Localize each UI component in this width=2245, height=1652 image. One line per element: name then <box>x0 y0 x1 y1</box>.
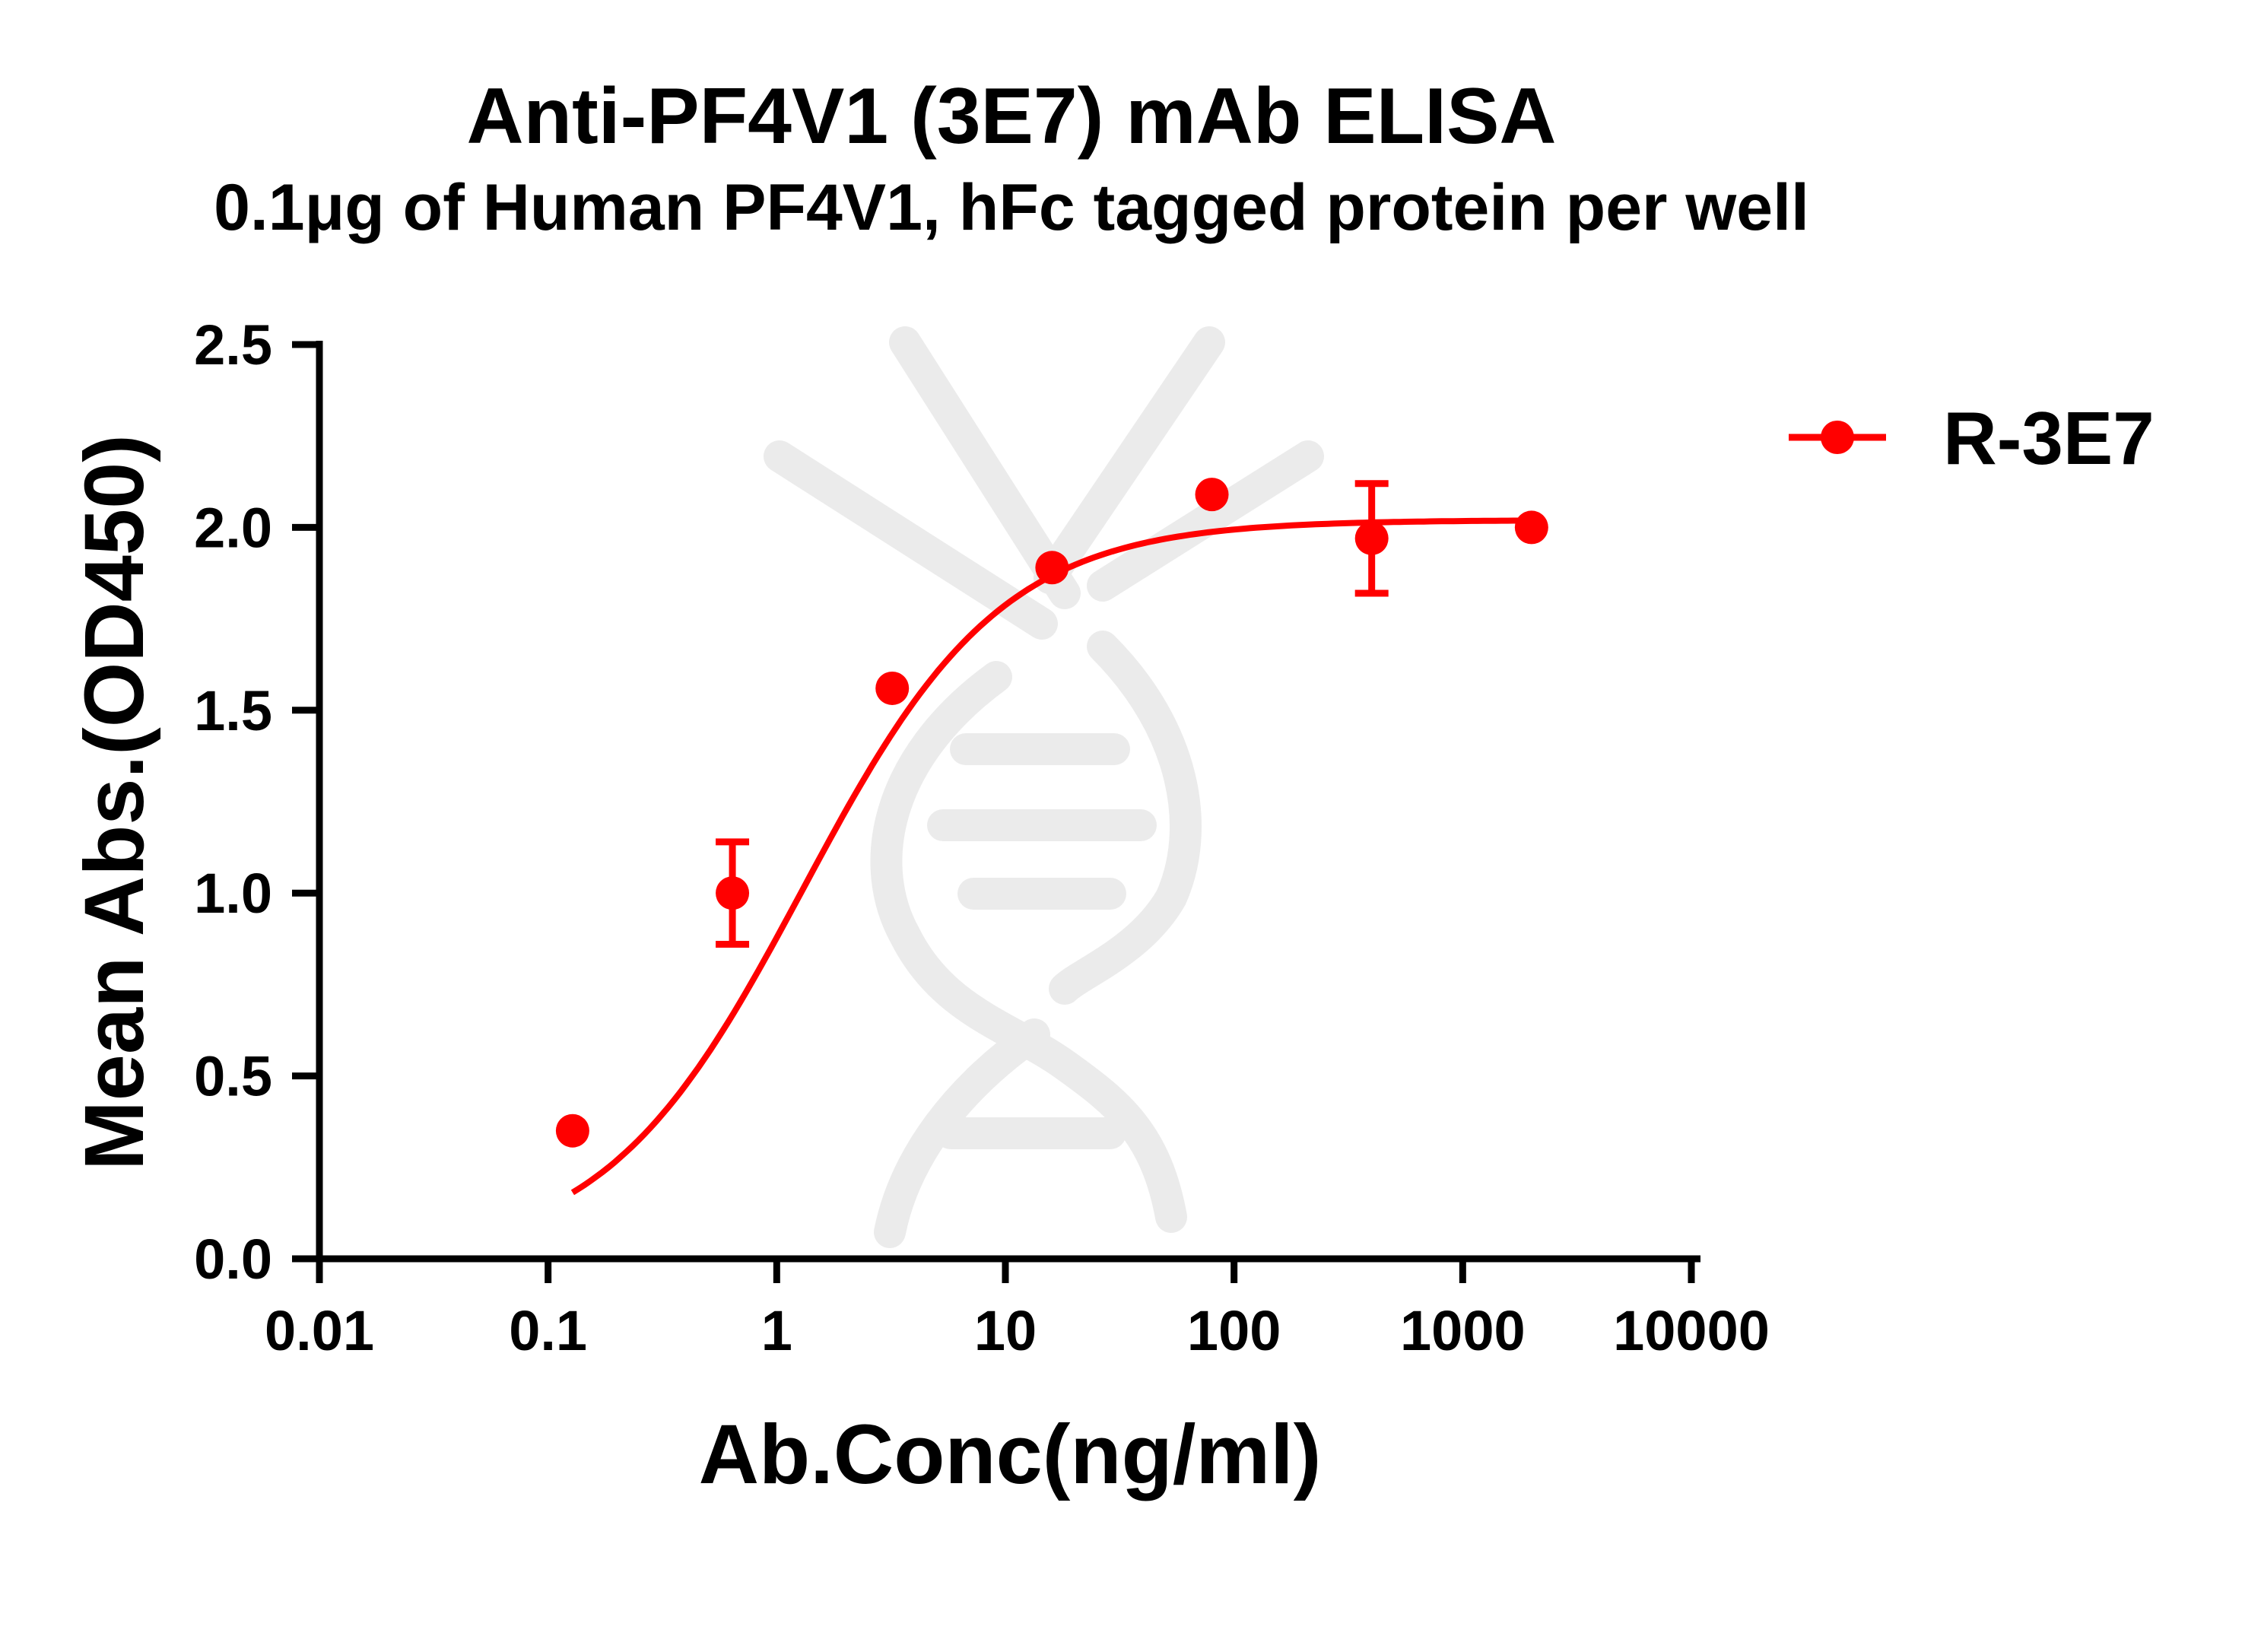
data-point <box>1035 551 1069 585</box>
data-point <box>716 876 750 910</box>
data-point <box>1354 521 1389 555</box>
y-tick-label: 1.0 <box>194 862 272 925</box>
y-tick-label: 1.5 <box>194 679 272 742</box>
chart-title: Anti-PF4V1 (3E7) mAb ELISA <box>466 72 1556 160</box>
data-point <box>1195 478 1229 512</box>
x-tick-label: 0.1 <box>509 1299 587 1362</box>
x-tick-label: 10 <box>974 1299 1037 1362</box>
x-tick-label: 1 <box>761 1299 792 1362</box>
y-tick-label: 2.5 <box>194 313 272 376</box>
x-tick-label: 100 <box>1187 1299 1281 1362</box>
data-point <box>875 671 910 705</box>
y-tick-label: 0.0 <box>194 1228 272 1291</box>
x-axis-ticks: 0.01 0.1 1 10 100 1000 10000 <box>265 1259 1770 1362</box>
chart-subtitle: 0.1μg of Human PF4V1, hFc tagged protein… <box>214 171 1809 244</box>
dna-helix-watermark-icon <box>764 326 1324 1248</box>
y-tick-label: 2.0 <box>194 496 272 559</box>
x-tick-label: 0.01 <box>265 1299 374 1362</box>
data-points-layer <box>555 478 1548 1148</box>
data-point <box>1514 510 1548 545</box>
legend-label-r-3e7: R-3E7 <box>1943 396 2155 480</box>
y-axis-title: Mean Abs.(OD450) <box>68 434 161 1171</box>
legend-marker-r-3e7 <box>1821 421 1854 454</box>
y-tick-label: 0.5 <box>194 1045 272 1108</box>
data-point <box>555 1114 589 1148</box>
x-tick-label: 10000 <box>1613 1299 1770 1362</box>
legend: R-3E7 <box>1789 396 2155 480</box>
x-tick-label: 1000 <box>1400 1299 1526 1362</box>
x-axis-title: Ab.Conc(ng/ml) <box>699 1408 1322 1501</box>
y-axis-ticks: 0.0 0.5 1.0 1.5 2.0 2.5 <box>194 313 319 1291</box>
